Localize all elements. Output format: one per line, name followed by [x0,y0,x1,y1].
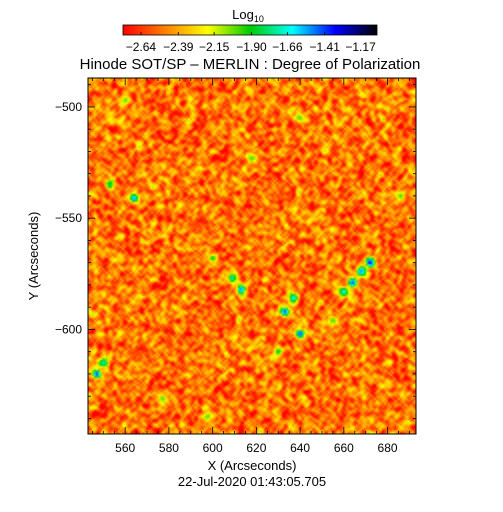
y-tick-label: −550 [55,211,82,225]
x-axis: 560 580 600 620 640 660 680 [91,78,410,455]
colorbar-label-subscript: 10 [254,14,264,24]
y-axis-label: Y (Arcseconds) [26,212,41,301]
x-tick-label: 680 [378,441,398,455]
colorbar-tick-label: −2.64 [126,40,157,54]
x-tick-label: 560 [115,441,135,455]
colorbar-tick-label: −2.39 [163,40,194,54]
x-axis-label: X (Arcseconds) [208,458,297,473]
plot-frame [87,77,417,435]
colorbar-tick-label: −1.90 [236,40,267,54]
colorbar-tick-label: −2.15 [199,40,230,54]
x-tick-label: 620 [246,441,266,455]
y-axis: −500 −550 −600 [55,84,416,419]
plot-area [87,77,417,435]
colorbar [122,24,378,36]
colorbar-tick-label: −1.66 [272,40,303,54]
x-tick-label: 580 [159,441,179,455]
chart-title: Hinode SOT/SP – MERLIN : Degree of Polar… [80,56,421,73]
colorbar-tick-label: −1.17 [345,40,376,54]
y-tick-label: −500 [55,100,82,114]
x-tick-label: 640 [290,441,310,455]
observation-timestamp: 22-Jul-2020 01:43:05.705 [178,474,326,489]
heatmap-image [88,78,416,434]
y-tick-label: −600 [55,322,82,336]
colorbar-tick-label: −1.41 [310,40,341,54]
colorbar-ticks: −2.64 −2.39 −2.15 −1.90 −1.66 −1.41 −1.17 [126,32,376,54]
colorbar-label: Log10 [232,7,264,24]
x-tick-label: 660 [334,441,354,455]
x-tick-label: 600 [203,441,223,455]
